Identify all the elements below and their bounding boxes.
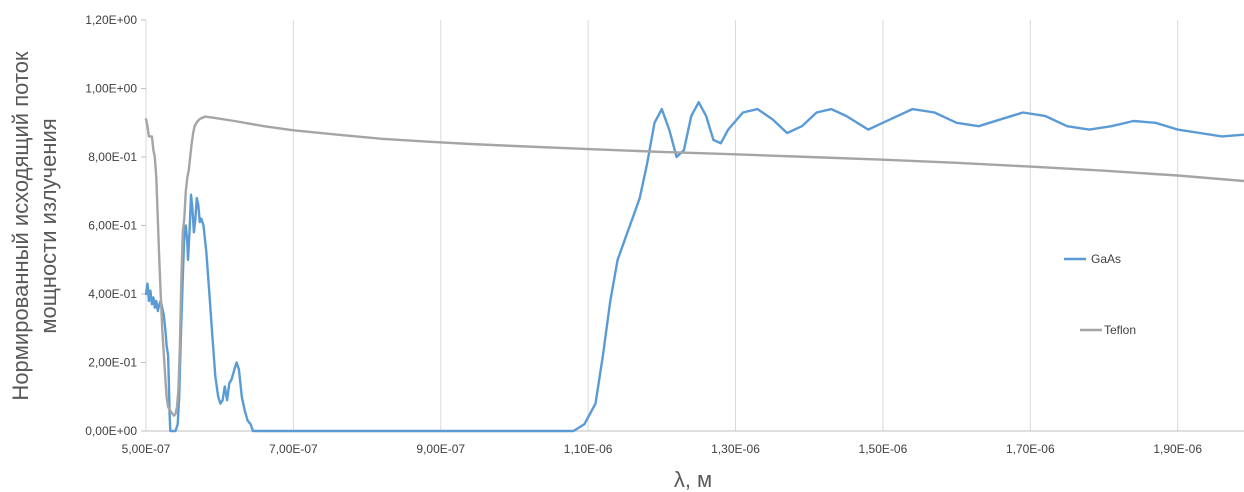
y-axis-title: Нормированный исходящий поток мощности и…: [8, 51, 61, 400]
series-lines: [144, 101, 1244, 433]
x-tick-label: 1,90E-06: [1153, 442, 1202, 456]
x-axis-title: λ, м: [674, 467, 712, 492]
y-tick-label: 1,00E+00: [85, 82, 137, 96]
y-axis-title-line-2: мощности излучения: [36, 118, 61, 333]
x-tick-label: 1,30E-06: [711, 442, 760, 456]
legend-gap: [1048, 262, 1160, 304]
grid-lines: [145, 20, 1179, 431]
y-tick-label: 2,00E-01: [88, 356, 137, 370]
x-tick-label: 7,00E-07: [269, 442, 318, 456]
series-line-gaas: [144, 101, 1244, 433]
x-tick-label: 1,10E-06: [564, 442, 613, 456]
legend-label-gaas: GaAs: [1091, 252, 1121, 266]
series-line-teflon: [144, 115, 1244, 417]
legend: GaAs Teflon: [1048, 252, 1160, 337]
x-tick-label: 1,50E-06: [859, 442, 908, 456]
y-tick-labels: 0,00E+00 2,00E-01 4,00E-01 6,00E-01 8,00E-01…: [85, 13, 137, 438]
y-tick-label: 0,00E+00: [85, 424, 137, 438]
legend-label-teflon: Teflon: [1104, 323, 1136, 337]
y-tick-label: 4,00E-01: [88, 287, 137, 301]
y-tick-label: 8,00E-01: [88, 150, 137, 164]
axes: [141, 19, 1244, 432]
x-tick-labels: 5,00E-07 7,00E-07 9,00E-07 1,10E-06 1,30E-06…: [122, 442, 1203, 456]
y-tick-label: 1,20E+00: [85, 13, 137, 27]
y-axis-title-line-1: Нормированный исходящий поток: [8, 51, 33, 400]
x-tick-label: 9,00E-07: [416, 442, 465, 456]
y-tick-label: 6,00E-01: [88, 219, 137, 233]
x-tick-label: 5,00E-07: [122, 442, 171, 456]
x-tick-label: 1,70E-06: [1006, 442, 1055, 456]
